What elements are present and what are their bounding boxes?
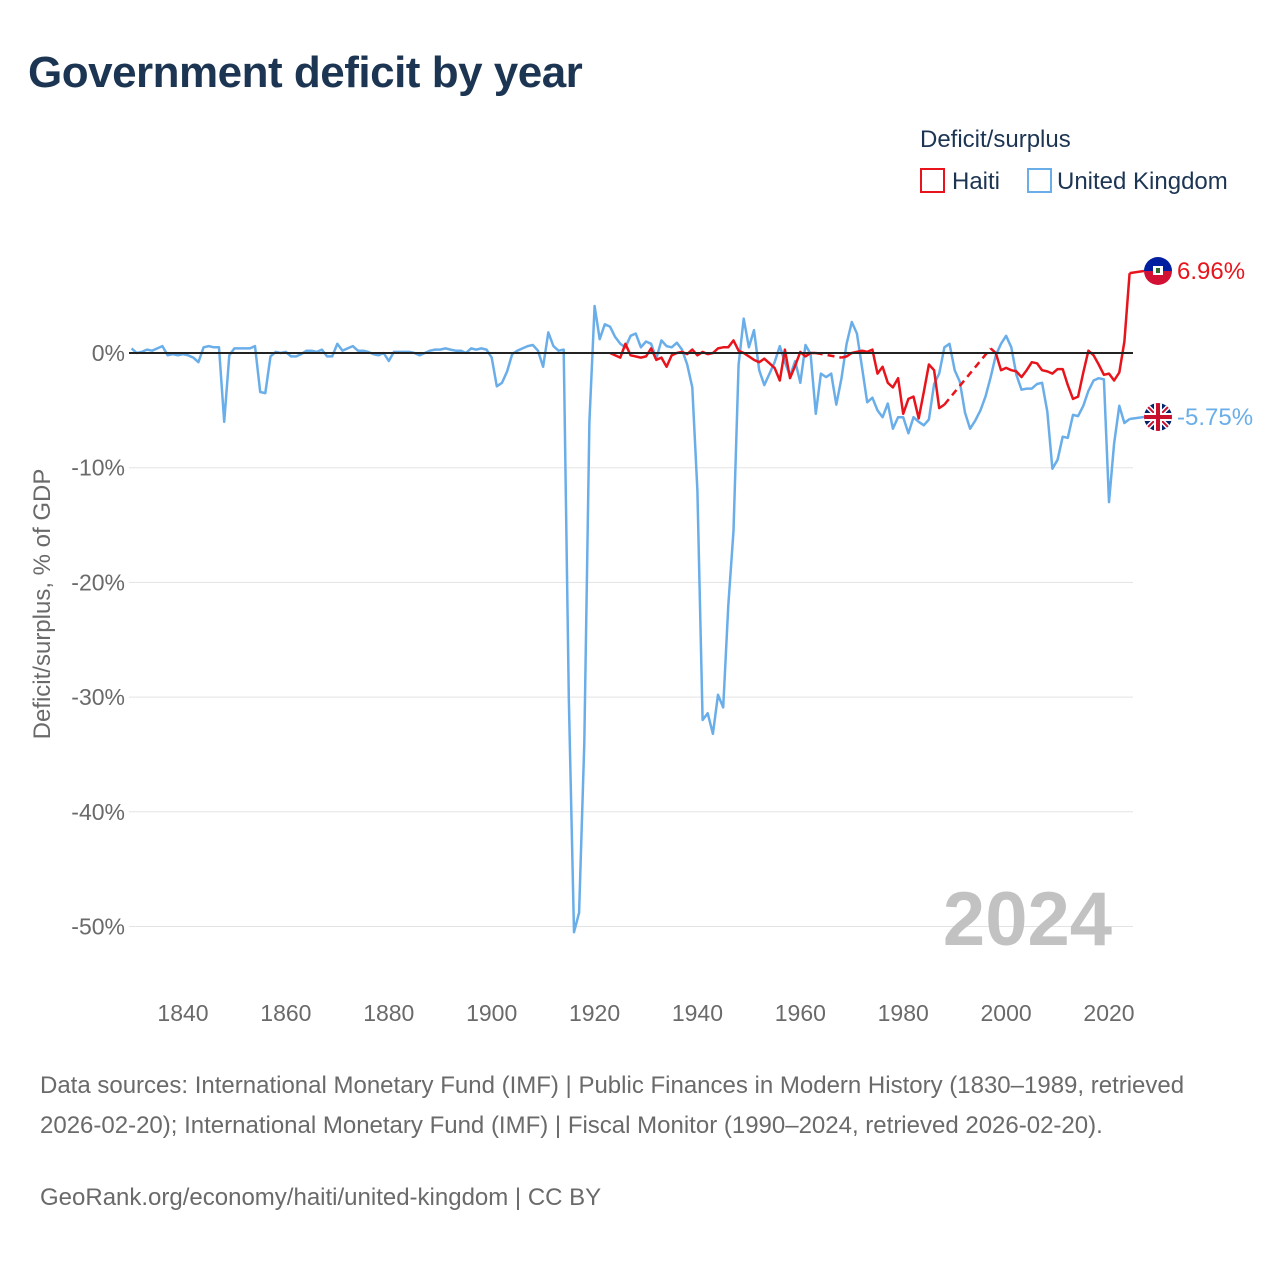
legend-title: Deficit/surplus (920, 126, 1071, 153)
series-lines (130, 269, 1145, 934)
x-tick-label: 2020 (1083, 1000, 1134, 1026)
year-watermark: 2024 (943, 877, 1112, 962)
series-gap-haiti (943, 347, 992, 406)
y-tick-label: -50% (71, 914, 125, 940)
y-axis-label: Deficit/surplus, % of GDP (29, 469, 56, 740)
haiti-end-value-label: 6.96% (1177, 258, 1245, 285)
y-tick-label: -20% (71, 569, 125, 595)
credit-link[interactable]: GeoRank.org/economy/haiti/united-kingdom… (40, 1184, 602, 1211)
end-connector-haiti (1129, 269, 1145, 275)
y-tick-label: -40% (71, 799, 125, 825)
legend-swatch-united-kingdom (1027, 168, 1052, 193)
x-tick-label: 1980 (878, 1000, 929, 1026)
chart-title: Government deficit by year (28, 48, 583, 97)
x-tick-label: 2000 (981, 1000, 1032, 1026)
y-axis-ticks: 0% -10% -20% -30% -40% -50% (71, 340, 125, 940)
uk-flag-icon (1144, 403, 1172, 431)
legend-item-haiti[interactable]: Haiti (920, 168, 1000, 195)
y-tick-label: -10% (71, 455, 125, 481)
legend-swatch-haiti (920, 168, 945, 193)
legend-label-haiti: Haiti (952, 168, 1000, 195)
legend-item-united-kingdom[interactable]: United Kingdom (1027, 168, 1228, 195)
line-chart: 0%-10%-20%-30%-40%-50% 1840 1860 1880 1900 1… (29, 126, 1253, 1026)
x-axis-ticks: 1840 1860 1880 1900 1920 1940 1960 1980 2000 2020 (157, 1000, 1134, 1026)
series-line-united-kingdom (130, 304, 1131, 934)
gridlines (129, 467, 1133, 927)
y-tick-label: -30% (71, 684, 125, 710)
x-tick-label: 1940 (672, 1000, 723, 1026)
x-tick-label: 1860 (260, 1000, 311, 1026)
x-tick-label: 1900 (466, 1000, 517, 1026)
uk-end-value-label: -5.75% (1177, 404, 1253, 431)
end-connector-united-kingdom (1129, 415, 1145, 421)
data-sources-note: Data sources: International Monetary Fun… (40, 1072, 1185, 1139)
x-tick-label: 1960 (775, 1000, 826, 1026)
series-line-haiti (989, 273, 1131, 401)
x-tick-label: 1920 (569, 1000, 620, 1026)
series-line-haiti (841, 348, 946, 420)
y-tick-label: 0% (92, 340, 125, 366)
legend-label-united-kingdom: United Kingdom (1057, 168, 1228, 195)
haiti-flag-icon (1144, 257, 1172, 285)
x-tick-label: 1880 (363, 1000, 414, 1026)
x-tick-label: 1840 (157, 1000, 208, 1026)
